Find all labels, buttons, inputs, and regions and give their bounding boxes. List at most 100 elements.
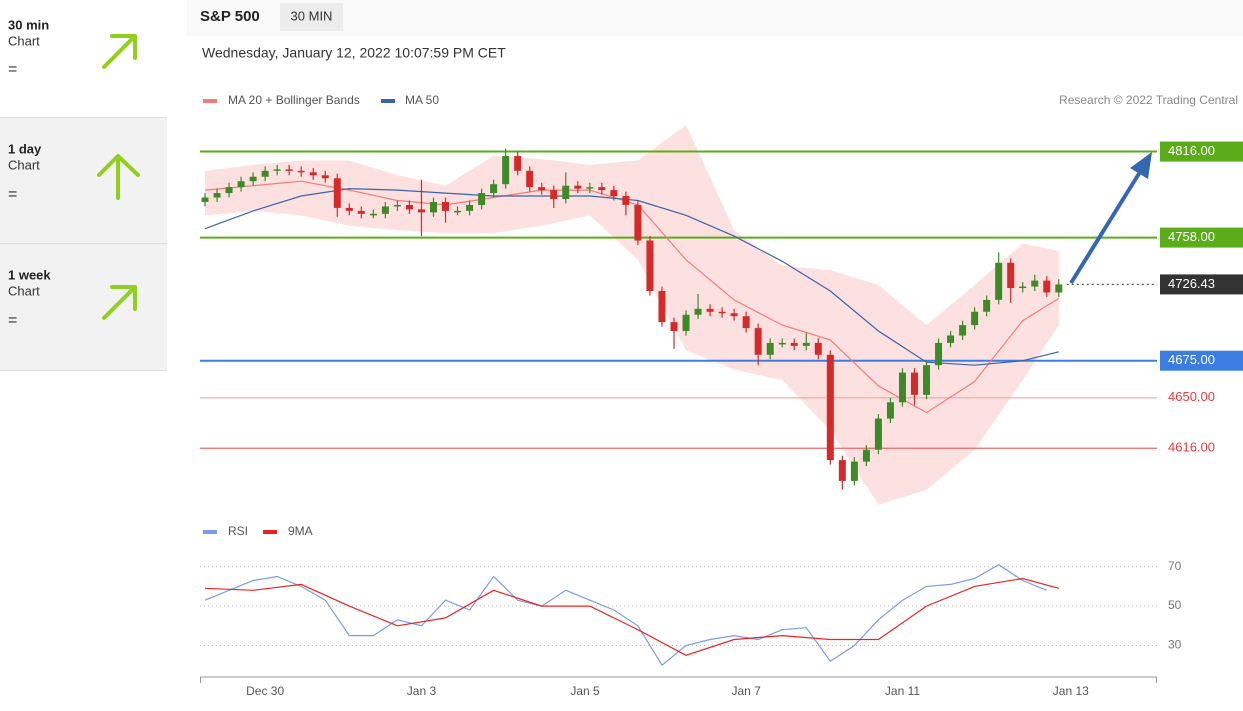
candle-body [454,210,462,213]
candle-body [790,342,798,346]
indicator-line [204,577,1059,656]
candle-body [1055,284,1063,293]
forecast-arrow [1069,152,1152,285]
candle-body [273,169,281,171]
candle-body [1019,286,1027,289]
candle-body [814,342,822,355]
candle-body [237,181,245,188]
candle-body [381,206,389,214]
candle-body [658,290,666,323]
arrow-shaft [1069,170,1142,285]
candle-body [201,197,209,202]
level-label: 4650.00 [1168,389,1215,404]
candle-body [995,262,1003,300]
candle-body [514,155,522,171]
candle-body [297,170,305,173]
credit: Research © 2022 Trading Central [1059,93,1238,107]
candle-body [670,322,678,332]
candle-body [586,187,594,189]
candle-body [971,311,979,326]
candle-body [778,342,786,345]
candle-body [610,190,618,197]
candle-body [442,201,450,211]
candle-body [357,210,365,214]
chart: MA 20 + Bollinger Bands MA 50 4816.00 4758.… [200,93,1243,698]
candle-body [261,170,269,177]
trend-icons [97,34,140,320]
candle-body [1031,280,1039,287]
candle-body [959,325,967,336]
arrow-up [97,154,140,200]
candle-body [910,372,918,395]
candle-body [706,308,714,312]
candle-body [598,187,606,191]
candle-body [838,460,846,481]
candle-body [405,204,413,210]
candle-body [550,190,558,200]
candle-body [309,172,317,176]
symbol: S&P 500 [200,8,260,25]
candle-body [947,335,955,343]
candle-body [935,342,943,366]
legend-label: 9MA [288,524,313,538]
candle-body [646,240,654,291]
candle-body [754,328,762,355]
arrow-up-right [102,285,137,320]
level-box [1160,227,1243,248]
sidebar-item[interactable] [0,244,167,370]
interval[interactable]: 30 MIN [291,8,333,23]
period: 30 min [8,17,49,32]
candle-body [886,402,894,419]
candle-body [393,204,401,207]
candle-body [369,213,377,216]
candle-body [694,308,702,315]
bollinger-band [205,124,1059,505]
candle-body [429,201,437,213]
candle-body [718,311,726,314]
level-box [1160,141,1243,162]
candle-body [634,204,642,241]
level-box [1160,350,1243,371]
legend-label: MA 50 [405,93,439,107]
period-label: Chart [8,157,40,172]
level-label: 4816.00 [1168,143,1215,158]
legend-label: RSI [228,524,248,538]
x-tick-label: Jan 7 [731,684,761,698]
candle-body [333,178,341,208]
candle-body [622,196,630,205]
candle-body [526,170,534,188]
candle-body [321,175,329,179]
candle-body [850,461,858,481]
period: 1 day [8,141,42,156]
candle-body [766,342,774,355]
sidebar-item[interactable] [0,118,167,243]
indicator-line [204,563,1048,667]
candle-body [345,207,353,211]
candle-body [478,193,486,205]
level-label: 4675.00 [1168,352,1215,367]
candle-body [562,185,570,200]
arrow-up-right [102,34,137,69]
legend-label: MA 20 + Bollinger Bands [228,93,360,107]
candle-body [225,187,233,194]
candle-body [490,184,498,194]
level-label: 4616.00 [1168,440,1215,455]
candle-body [466,204,474,211]
header-bar [187,0,1243,36]
y-tick-label: 50 [1168,598,1182,612]
x-tick-label: Dec 30 [246,684,284,698]
period: 1 week [8,267,51,282]
level-box [1160,274,1243,295]
level-label: 4726.43 [1168,276,1215,291]
candle-body [1043,280,1051,293]
interval-badge[interactable] [280,3,343,31]
y-tick-label: 70 [1168,559,1182,573]
period-label: Chart [8,283,40,298]
sidebar-item[interactable] [0,0,167,117]
level-label: 4758.00 [1168,229,1215,244]
y-tick-label: 30 [1168,638,1182,652]
signal: = [8,61,17,78]
x-tick-label: Jan 13 [1053,684,1089,698]
candle-body [502,155,510,185]
